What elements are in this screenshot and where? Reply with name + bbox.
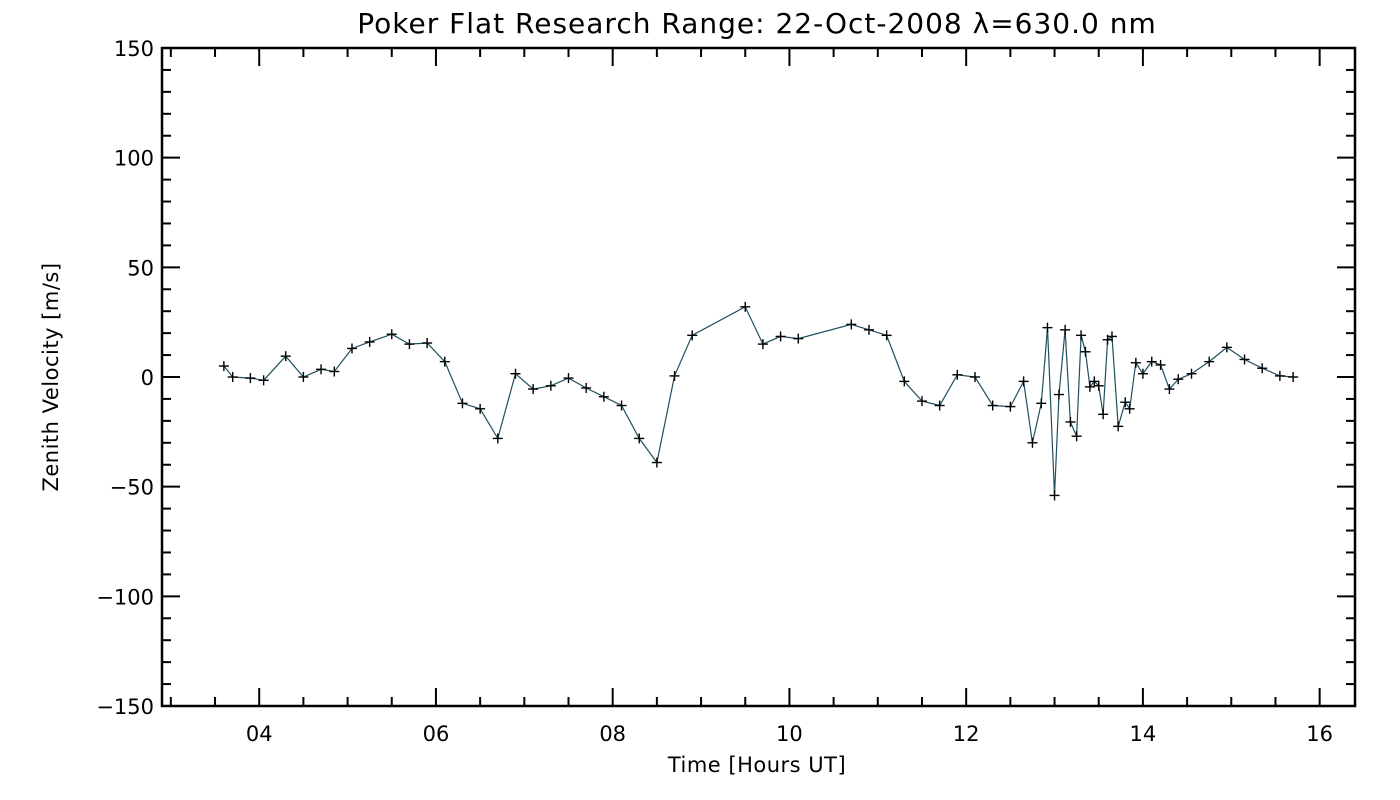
data-point [298,372,309,382]
y-tick-label: −50 [110,476,154,500]
data-point [1053,389,1064,400]
data-point [316,364,327,375]
plot-frame [160,46,1357,708]
data-point [1080,346,1091,357]
y-tick-label: 100 [114,147,154,171]
data-point [1084,381,1095,392]
y-tick-labels: 150 100 50 0 −50 −100 −150 [96,37,154,719]
tick-marks [162,47,1355,707]
data-point [1137,368,1148,379]
x-tick-label: 14 [1130,722,1157,746]
data-point [1146,356,1157,367]
data-point [1065,416,1076,427]
data-point [793,333,804,344]
data-point [934,400,945,411]
data-point [1155,359,1166,370]
data-point [1098,409,1109,420]
data-point [227,372,238,382]
x-tick-label: 12 [953,722,980,746]
data-point [439,356,450,367]
data-point [1124,403,1135,414]
data-point [1036,398,1047,409]
data-point [987,400,998,411]
data-point [1186,368,1197,379]
data-point [1204,356,1215,367]
data-point [651,457,662,468]
data-point [1130,357,1141,368]
data-point [386,329,397,340]
data-point [1042,322,1053,333]
data-point [757,339,768,350]
data-point [916,396,927,407]
data-point [634,433,645,444]
data-point [280,351,291,362]
x-tick-label: 10 [776,722,803,746]
data-point [563,373,574,384]
data-point [364,336,375,347]
data-point [1113,421,1124,432]
data-point [1173,374,1184,385]
data-point [687,330,698,341]
data-point [863,324,874,335]
y-tick-label: 50 [127,256,154,280]
data-point [404,339,415,350]
data-point [258,375,269,386]
data-point [1093,380,1104,391]
data-point [457,398,468,409]
data-point [1239,354,1250,365]
data-point [218,361,229,372]
data-point [510,368,521,379]
data-point [1274,370,1285,381]
data-point [899,376,910,387]
data-point [1049,490,1060,501]
data-point [1089,376,1100,387]
data-point [1076,330,1087,341]
data-point [1005,401,1016,412]
data-point [1288,372,1299,382]
data-point [881,330,892,341]
y-tick-label: 150 [114,37,154,61]
series-group [218,301,1299,501]
y-tick-label: −150 [96,695,154,719]
x-tick-label: 04 [246,722,273,746]
data-point [1060,324,1071,335]
data-point [1106,331,1117,342]
data-point [740,301,751,312]
data-point [1018,376,1029,387]
data-point [245,373,256,384]
x-tick-labels: 04 06 08 10 12 14 16 [246,722,1333,746]
data-point [1164,384,1175,395]
x-axis-label: Time [Hours UT] [667,753,846,777]
data-point [669,370,680,381]
data-point [775,331,786,342]
series-line [223,305,1294,496]
data-point [970,372,981,382]
y-tick-label: 0 [141,366,154,390]
data-point [952,369,963,380]
data-point [528,384,539,395]
data-point [1257,363,1268,374]
x-tick-label: 16 [1306,722,1333,746]
data-point [492,433,503,444]
data-point [475,403,486,414]
data-point [846,319,857,330]
y-tick-label: −100 [96,585,154,609]
data-point [1120,397,1131,408]
data-point [422,338,433,349]
chart-title: Poker Flat Research Range: 22-Oct-2008 λ… [357,7,1157,40]
data-point [545,380,556,391]
data-point [1221,342,1232,353]
data-point [346,343,357,354]
x-tick-label: 06 [423,722,450,746]
y-axis-label: Zenith Velocity [m/s] [39,262,63,491]
data-point [329,366,340,377]
x-tick-label: 08 [599,722,626,746]
data-point [1027,437,1038,448]
data-point [616,400,627,411]
data-point [598,391,609,402]
data-point [581,382,592,393]
data-point [1071,431,1082,442]
